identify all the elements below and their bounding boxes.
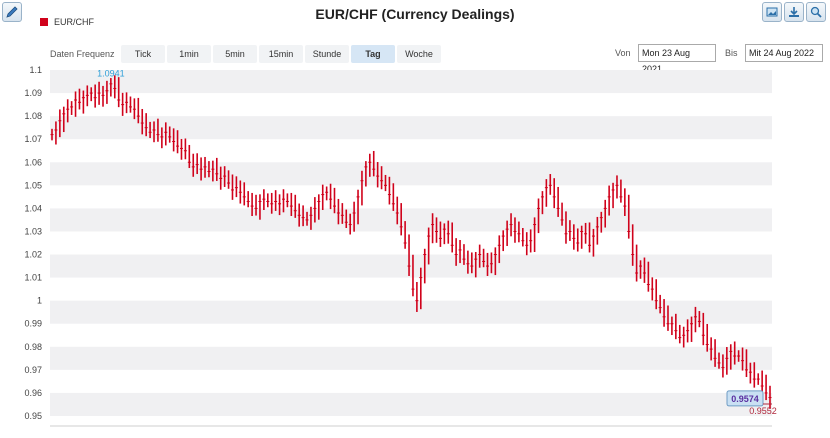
grid-band — [50, 208, 772, 232]
candle-series — [50, 75, 772, 409]
pencil-icon — [6, 6, 18, 18]
y-tick-label: 1.07 — [24, 134, 42, 144]
freq-stunde-button[interactable]: Stunde — [305, 45, 349, 63]
last-value-box — [726, 390, 764, 407]
freq-woche-button[interactable]: Woche — [397, 45, 441, 63]
y-tick-label: 0.99 — [24, 319, 42, 329]
y-tick-label: 1.1 — [29, 65, 42, 75]
grid-band — [50, 346, 772, 370]
y-tick-label: 1.09 — [24, 88, 42, 98]
grid-band — [50, 116, 772, 140]
export-image-button[interactable] — [762, 2, 782, 22]
y-tick-label: 1.06 — [24, 157, 42, 167]
zoom-button[interactable] — [806, 2, 826, 22]
edit-button[interactable] — [2, 2, 22, 22]
from-label: Von — [615, 48, 631, 58]
grid-band — [50, 70, 772, 94]
freq-tag-button[interactable]: Tag — [351, 45, 395, 63]
grid-band — [50, 162, 772, 186]
low-label: 0.9552 — [749, 406, 777, 416]
high-label: 1.0941 — [97, 69, 125, 79]
zoom-icon — [810, 6, 822, 18]
y-axis: 0.95 0.96 0.97 0.98 0.99 1 1.01 1.02 1.03 1.04 1.0… — [24, 65, 42, 421]
freq-5min-button[interactable]: 5min — [213, 45, 257, 63]
y-tick-label: 1.04 — [24, 203, 42, 213]
y-tick-label: 1 — [37, 296, 42, 306]
y-tick-label: 1.05 — [24, 180, 42, 190]
to-label: Bis — [725, 48, 738, 58]
image-export-icon — [766, 7, 778, 17]
annotations: 1.0941 0.9574 0.9552 — [97, 69, 777, 416]
freq-tick-button[interactable]: Tick — [121, 45, 165, 63]
legend-swatch — [40, 18, 48, 26]
y-tick-label: 0.97 — [24, 365, 42, 375]
y-tick-label: 1.02 — [24, 250, 42, 260]
freq-15min-button[interactable]: 15min — [259, 45, 303, 63]
y-tick-label: 1.01 — [24, 273, 42, 283]
grid-band — [50, 254, 772, 278]
frequency-selector: Tick 1min 5min 15min Stunde Tag Woche — [121, 45, 443, 63]
grid-band — [50, 392, 772, 416]
download-button[interactable] — [784, 2, 804, 22]
grid-band — [50, 300, 772, 324]
to-date-input[interactable]: Mit 24 Aug 2022 — [745, 44, 823, 62]
frequency-label: Daten Frequenz — [50, 49, 115, 59]
last-value-label: 0.9574 — [731, 394, 759, 404]
freq-1min-button[interactable]: 1min — [167, 45, 211, 63]
legend-label: EUR/CHF — [54, 17, 94, 27]
legend: EUR/CHF — [40, 17, 94, 27]
y-tick-label: 0.95 — [24, 411, 42, 421]
chart-title: EUR/CHF (Currency Dealings) — [315, 6, 515, 22]
grid-bands — [50, 70, 772, 427]
download-icon — [789, 7, 799, 17]
y-tick-label: 0.98 — [24, 342, 42, 352]
y-tick-label: 1.08 — [24, 111, 42, 121]
y-tick-label: 1.03 — [24, 226, 42, 236]
from-date-input[interactable]: Mon 23 Aug 2021 — [638, 44, 716, 74]
y-tick-label: 0.96 — [24, 388, 42, 398]
